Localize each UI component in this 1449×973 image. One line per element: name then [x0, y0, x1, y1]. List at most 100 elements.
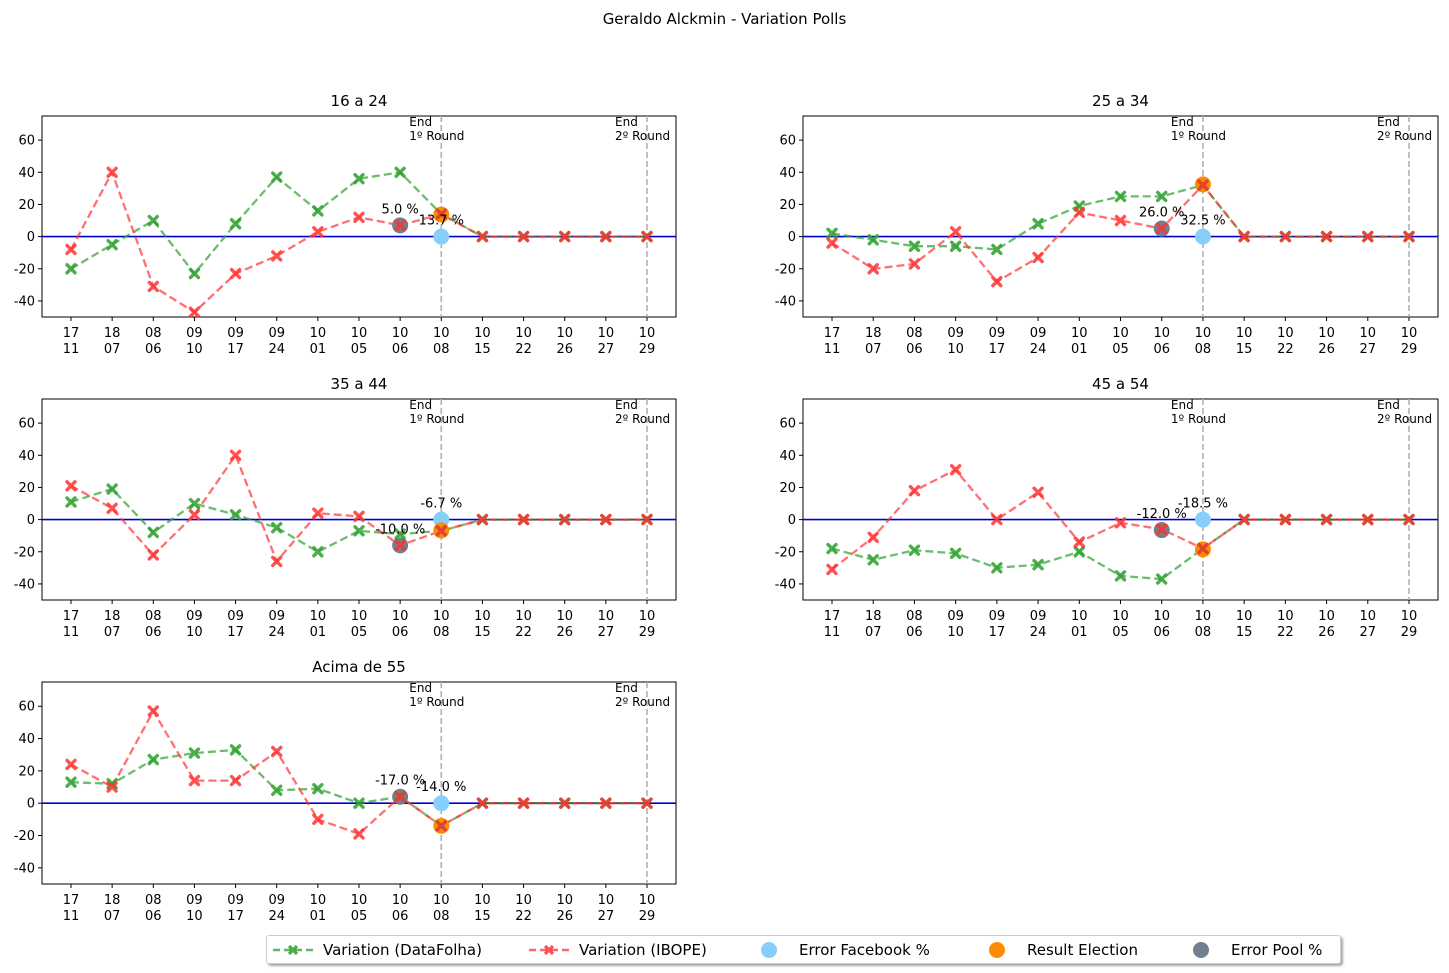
y-tick-label: 60 [18, 417, 35, 432]
y-tick-label: 40 [779, 449, 796, 464]
x-tick-label-month: 06 [1153, 625, 1170, 640]
series-marker-ibope [641, 513, 653, 526]
x-tick-label-month: 22 [515, 342, 532, 357]
series-marker-datafolha [271, 784, 283, 796]
series-marker-ibope [1114, 214, 1127, 227]
axes-frame [802, 115, 1439, 318]
series-marker-ibope [867, 531, 879, 543]
x-tick-label-day: 17 [824, 326, 841, 341]
x-tick-label-month: 06 [392, 342, 409, 357]
x-tick-label-day: 18 [104, 609, 121, 624]
facebook-error-point [1194, 511, 1211, 528]
round-1-label-line2: 1º Round [409, 695, 464, 709]
series-marker-datafolha [1156, 190, 1168, 203]
series-marker-ibope [559, 230, 571, 243]
round-1-label-line2: 1º Round [409, 129, 464, 143]
x-tick-label-month: 29 [1401, 625, 1418, 640]
series-marker-datafolha [188, 267, 201, 280]
x-tick-label-month: 24 [268, 625, 285, 640]
series-marker-datafolha [353, 797, 365, 809]
x-tick-label-day: 18 [865, 326, 882, 341]
x-tick-label-day: 18 [104, 326, 121, 341]
subplot-1: 16 a 24-40-20020406017111807080609100917… [14, 92, 677, 357]
series-marker-datafolha [65, 263, 77, 275]
series-marker-datafolha [106, 483, 118, 495]
x-tick-label-day: 09 [186, 893, 203, 908]
x-tick-label-day: 10 [1236, 326, 1253, 341]
series-marker-ibope [517, 797, 530, 809]
x-tick-label-month: 26 [1318, 342, 1335, 357]
round-1-label-line2: 1º Round [409, 412, 464, 426]
x-tick-label-day: 09 [227, 893, 244, 908]
series-marker-datafolha [312, 546, 324, 558]
x-tick-label-day: 10 [433, 893, 450, 908]
series-marker-datafolha [991, 562, 1003, 574]
x-tick-label-month: 17 [227, 909, 244, 924]
legend-label-facebook: Error Facebook % [799, 941, 930, 959]
series-marker-datafolha [353, 525, 365, 537]
series-marker-ibope [1279, 513, 1292, 526]
x-tick-label-day: 10 [1071, 609, 1088, 624]
series-marker-ibope [908, 258, 921, 270]
round-2-label-line2: 2º Round [1377, 412, 1432, 426]
round-1-label-line2: 1º Round [1171, 129, 1226, 143]
y-tick-label: -40 [775, 294, 796, 309]
series-marker-datafolha [1114, 570, 1127, 582]
x-tick-label-month: 10 [186, 909, 203, 924]
x-tick-label-month: 27 [1360, 342, 1377, 357]
x-tick-label-day: 10 [474, 326, 491, 341]
legend-symbol-ibope [529, 944, 569, 956]
series-marker-datafolha [229, 509, 242, 521]
x-tick-label-day: 10 [556, 893, 573, 908]
x-tick-label-month: 29 [1401, 342, 1418, 357]
subplot-title: 45 a 54 [1092, 375, 1149, 393]
series-marker-ibope [641, 797, 653, 809]
x-tick-label-month: 05 [1112, 342, 1129, 357]
series-marker-datafolha [394, 166, 406, 178]
x-tick-label-day: 10 [310, 609, 327, 624]
x-tick-label-month: 22 [1277, 625, 1294, 640]
x-tick-label-month: 11 [63, 625, 80, 640]
x-tick-label-day: 10 [639, 326, 656, 341]
x-tick-label-month: 01 [1071, 342, 1088, 357]
value-annotation: 26.0 % [1139, 206, 1184, 221]
x-tick-label-day: 10 [1112, 609, 1129, 624]
x-tick-label-month: 06 [392, 625, 409, 640]
x-tick-label-month: 07 [104, 342, 121, 357]
series-marker-datafolha [1156, 573, 1168, 585]
x-tick-label-day: 10 [1318, 609, 1335, 624]
x-tick-label-month: 27 [1360, 625, 1377, 640]
round-2-label-line1: End [1377, 115, 1400, 129]
series-marker-ibope [949, 464, 962, 476]
y-tick-label: 60 [779, 134, 796, 149]
x-tick-label-month: 06 [906, 625, 923, 640]
series-line-datafolha [831, 518, 1409, 581]
series-marker-ibope [1362, 513, 1374, 526]
subplot-title: 25 a 34 [1092, 92, 1149, 110]
value-annotation: 13.7 % [419, 214, 464, 229]
series-marker-ibope [394, 539, 406, 552]
y-tick-label: -40 [14, 577, 35, 592]
value-annotation: -14.0 % [416, 780, 466, 795]
series-marker-ibope [188, 774, 201, 787]
series-marker-ibope [394, 219, 406, 232]
series-marker-ibope [1197, 542, 1209, 555]
legend-symbol-pool [1193, 942, 1209, 958]
x-tick-label-day: 10 [1401, 609, 1418, 624]
y-tick-label: 40 [18, 449, 35, 464]
series-marker-ibope [559, 513, 571, 526]
x-tick-label-month: 06 [906, 342, 923, 357]
series-marker-datafolha [312, 205, 324, 217]
x-tick-label-day: 10 [1112, 326, 1129, 341]
series-marker-ibope [435, 525, 447, 537]
x-tick-label-month: 17 [227, 625, 244, 640]
x-tick-label-day: 09 [1030, 609, 1047, 624]
x-tick-label-month: 08 [433, 909, 450, 924]
y-tick-label: 20 [18, 198, 35, 213]
y-tick-label: 0 [27, 513, 35, 528]
x-tick-label-day: 10 [639, 609, 656, 624]
subplot-title: 35 a 44 [331, 375, 388, 393]
y-tick-label: 40 [779, 166, 796, 181]
x-tick-label-day: 10 [1195, 609, 1212, 624]
series-marker-ibope [229, 267, 242, 280]
